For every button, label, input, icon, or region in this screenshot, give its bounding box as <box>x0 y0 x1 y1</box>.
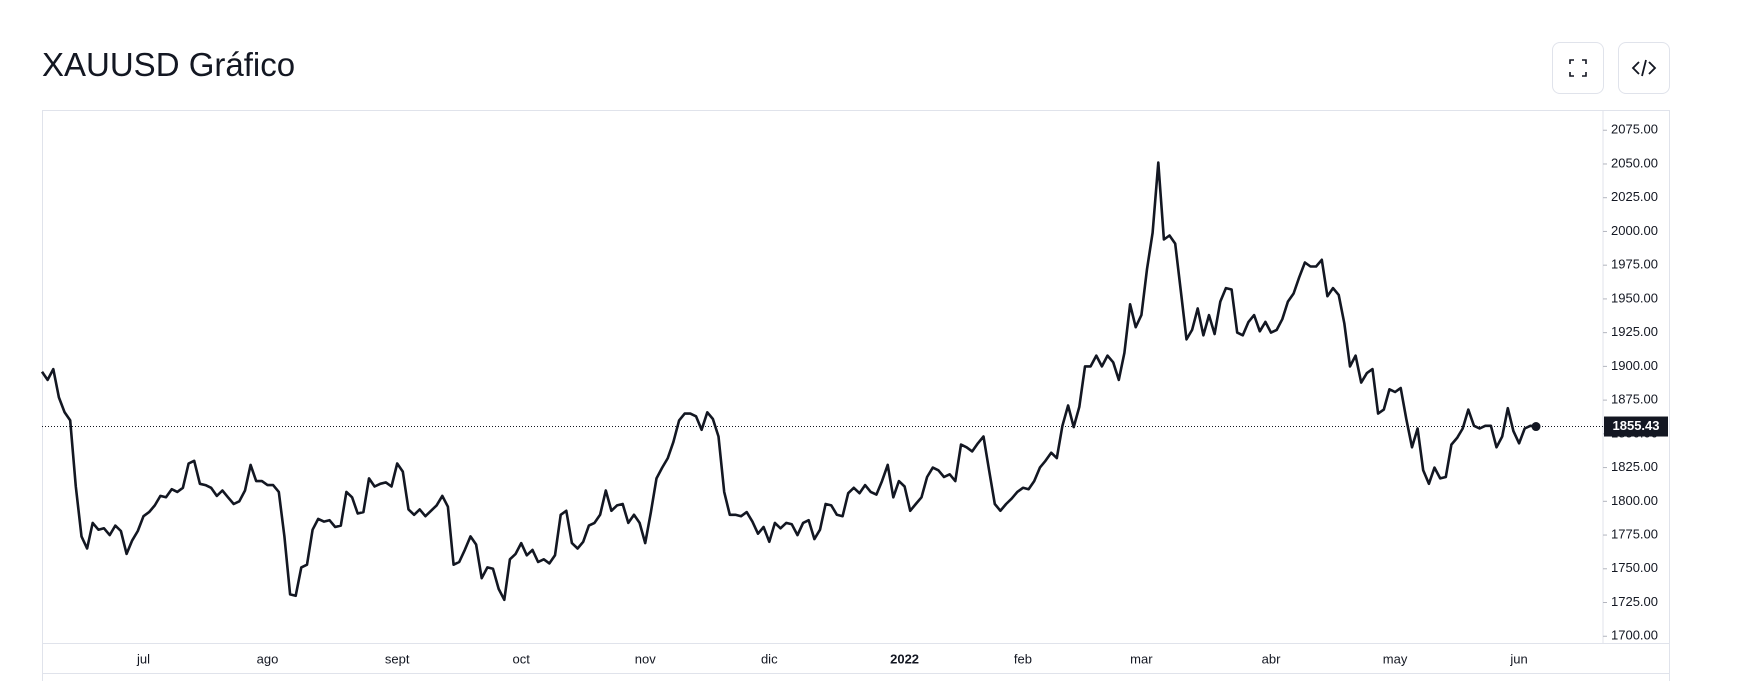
embed-icon <box>1631 59 1657 77</box>
y-tick-label: 1875.00 <box>1611 392 1658 407</box>
y-tick-label: 1825.00 <box>1611 459 1658 474</box>
y-tick-label: 1950.00 <box>1611 290 1658 305</box>
y-tick-label: 1800.00 <box>1611 493 1658 508</box>
y-tick-label: 1900.00 <box>1611 358 1658 373</box>
y-tick-label: 2075.00 <box>1611 122 1658 137</box>
y-tick-label: 1925.00 <box>1611 324 1658 339</box>
y-tick-label: 1775.00 <box>1611 526 1658 541</box>
fullscreen-button[interactable] <box>1552 42 1604 94</box>
x-tick-label: nov <box>635 651 656 666</box>
last-price-badge <box>1604 416 1668 437</box>
x-tick-label: dic <box>761 651 778 666</box>
x-tick-label: feb <box>1014 651 1032 666</box>
y-tick-label: 1725.00 <box>1611 594 1658 609</box>
y-tick-label: 2000.00 <box>1611 223 1658 238</box>
y-tick-label: 2050.00 <box>1611 155 1658 170</box>
x-tick-label: 2022 <box>890 651 919 666</box>
x-tick-label: abr <box>1262 651 1281 666</box>
x-tick-label: jun <box>1509 651 1527 666</box>
y-tick-label: 1850.00 <box>1611 425 1658 440</box>
y-tick-label: 1750.00 <box>1611 560 1658 575</box>
chart-title: XAUUSD Gráfico <box>42 46 296 83</box>
y-tick-label: 1975.00 <box>1611 257 1658 272</box>
y-tick-label: 2025.00 <box>1611 189 1658 204</box>
x-tick-label: may <box>1383 651 1408 666</box>
price-line <box>40 161 1537 602</box>
last-point <box>1531 422 1541 432</box>
embed-button[interactable] <box>1618 42 1670 94</box>
y-tick-label: 1700.00 <box>1611 628 1658 643</box>
last-price-label: 1855.43 <box>1613 418 1660 433</box>
fullscreen-icon <box>1569 59 1587 77</box>
x-tick-label: mar <box>1130 651 1153 666</box>
x-tick-label: oct <box>513 651 531 666</box>
chart-frame <box>42 110 1670 681</box>
x-tick-label: jul <box>136 651 150 666</box>
x-tick-label: ago <box>257 651 279 666</box>
x-tick-label: sept <box>385 651 410 666</box>
